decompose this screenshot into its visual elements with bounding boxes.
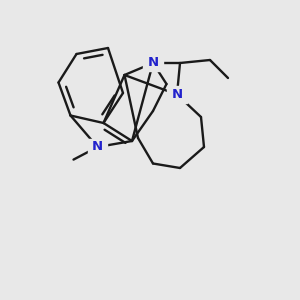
Bar xyxy=(167,86,187,103)
Bar xyxy=(88,139,107,155)
Bar xyxy=(143,55,163,71)
Text: N: N xyxy=(92,140,103,154)
Text: N: N xyxy=(147,56,159,70)
Text: N: N xyxy=(171,88,183,101)
